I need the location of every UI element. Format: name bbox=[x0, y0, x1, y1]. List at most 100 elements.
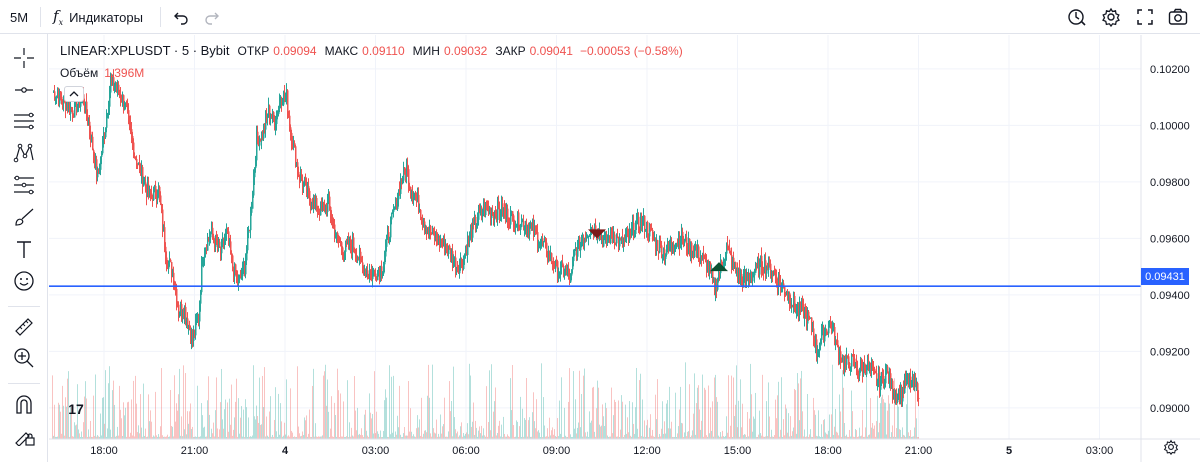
candle-body bbox=[338, 235, 340, 241]
candle-body bbox=[346, 241, 348, 244]
text-tool[interactable] bbox=[10, 237, 38, 265]
volume-label[interactable]: Объём bbox=[60, 66, 99, 80]
candle-body bbox=[430, 225, 432, 234]
candle-body bbox=[483, 205, 485, 214]
volume-bar bbox=[847, 436, 848, 439]
magnet-mode-button[interactable] bbox=[10, 392, 38, 420]
volume-bar bbox=[198, 436, 199, 439]
axis-settings-button[interactable] bbox=[1161, 439, 1181, 459]
volume-bar bbox=[214, 436, 215, 439]
candle-body bbox=[663, 249, 665, 256]
undo-button[interactable] bbox=[170, 0, 192, 34]
volume-bar bbox=[144, 435, 145, 439]
chart-settings-button[interactable] bbox=[1100, 0, 1122, 34]
volume-bar bbox=[714, 377, 715, 439]
screenshot-button[interactable] bbox=[1167, 0, 1189, 34]
volume-bar bbox=[68, 371, 69, 439]
fib-tool[interactable] bbox=[10, 173, 38, 201]
volume-bar bbox=[614, 399, 615, 439]
volume-bar bbox=[832, 364, 833, 439]
volume-bar bbox=[582, 436, 583, 439]
time-tick-label: 15:00 bbox=[724, 445, 752, 457]
candle-body bbox=[589, 234, 591, 236]
candle-body bbox=[217, 241, 219, 247]
volume-bar bbox=[231, 384, 232, 439]
crosshair-tool[interactable] bbox=[10, 46, 38, 74]
volume-bar bbox=[436, 419, 437, 439]
fullscreen-button[interactable] bbox=[1134, 0, 1156, 34]
volume-bar bbox=[639, 380, 640, 439]
volume-bar bbox=[873, 428, 874, 439]
volume-bar bbox=[101, 435, 102, 439]
candle-body bbox=[582, 240, 584, 242]
collapse-legend-button[interactable] bbox=[64, 86, 84, 102]
channels-tool[interactable] bbox=[10, 109, 38, 137]
candle-body bbox=[415, 196, 417, 198]
volume-bar bbox=[378, 433, 379, 439]
candle-body bbox=[494, 211, 496, 220]
brush-tool[interactable] bbox=[10, 205, 38, 233]
volume-bar bbox=[71, 406, 72, 439]
lock-drawings-button[interactable] bbox=[10, 423, 38, 451]
volume-bar bbox=[308, 433, 309, 439]
candle-body bbox=[575, 249, 577, 251]
volume-bar bbox=[325, 364, 326, 439]
volume-bar bbox=[631, 436, 632, 439]
volume-bar bbox=[480, 433, 481, 439]
volume-bar bbox=[463, 433, 464, 439]
candle-body bbox=[419, 209, 421, 212]
volume-bar bbox=[167, 434, 168, 439]
volume-bar bbox=[773, 436, 774, 439]
candle-body bbox=[266, 115, 268, 118]
candle-body bbox=[365, 268, 367, 276]
volume-bar bbox=[703, 436, 704, 439]
candlestick-chart[interactable]: 0.102000.100000.098000.096000.094000.092… bbox=[49, 35, 1200, 462]
candle-body bbox=[230, 241, 232, 254]
emoji-tool[interactable] bbox=[10, 269, 38, 297]
volume-bar bbox=[886, 434, 887, 439]
candle-body bbox=[260, 138, 262, 142]
candle-body bbox=[915, 379, 917, 387]
volume-bar bbox=[239, 433, 240, 439]
volume-bar bbox=[154, 436, 155, 439]
candle-body bbox=[152, 194, 154, 201]
candle-body bbox=[676, 242, 678, 248]
trend-line-tool[interactable] bbox=[10, 78, 38, 106]
candle-body bbox=[93, 150, 95, 157]
candle-body bbox=[863, 363, 865, 375]
volume-bar bbox=[894, 378, 895, 439]
volume-bar bbox=[859, 427, 860, 439]
volume-bar bbox=[717, 401, 718, 439]
volume-bar bbox=[429, 397, 430, 439]
candle-body bbox=[141, 167, 143, 176]
candle-body bbox=[56, 95, 58, 99]
tradingview-logo[interactable]: 17 bbox=[59, 397, 93, 421]
interval-button[interactable]: 5M bbox=[10, 0, 28, 34]
candle-body bbox=[827, 333, 829, 335]
candle-body bbox=[891, 380, 893, 389]
replay-button[interactable] bbox=[1066, 0, 1088, 34]
candle-body bbox=[113, 77, 115, 89]
redo-button[interactable] bbox=[201, 0, 223, 34]
volume-bar bbox=[247, 436, 248, 439]
candle-body bbox=[224, 239, 226, 245]
volume-bar bbox=[260, 424, 261, 439]
symbol-title[interactable]: LINEAR:XPLUSDT · 5 · Bybit bbox=[60, 43, 230, 58]
candle-body bbox=[826, 329, 828, 334]
volume-bar bbox=[756, 436, 757, 439]
pattern-tool[interactable] bbox=[10, 141, 38, 169]
indicators-button[interactable]: fx Индикаторы bbox=[53, 0, 143, 34]
candle-body bbox=[469, 232, 471, 242]
candle-body bbox=[57, 95, 59, 97]
candle-body bbox=[651, 228, 653, 231]
zoom-in-tool[interactable] bbox=[10, 346, 38, 374]
volume-bar bbox=[61, 433, 62, 439]
candle-body bbox=[871, 365, 873, 370]
volume-bar bbox=[719, 436, 720, 439]
volume-bar bbox=[780, 429, 781, 439]
measure-tool[interactable] bbox=[10, 315, 38, 343]
chart-pane[interactable]: 0.10200 0.10000 0.09800 0.09600 0.09400 0.092… bbox=[49, 35, 1200, 462]
volume-bar bbox=[798, 383, 799, 439]
volume-bar bbox=[136, 403, 137, 439]
price-line-label[interactable]: 0.09431 bbox=[1141, 268, 1189, 285]
